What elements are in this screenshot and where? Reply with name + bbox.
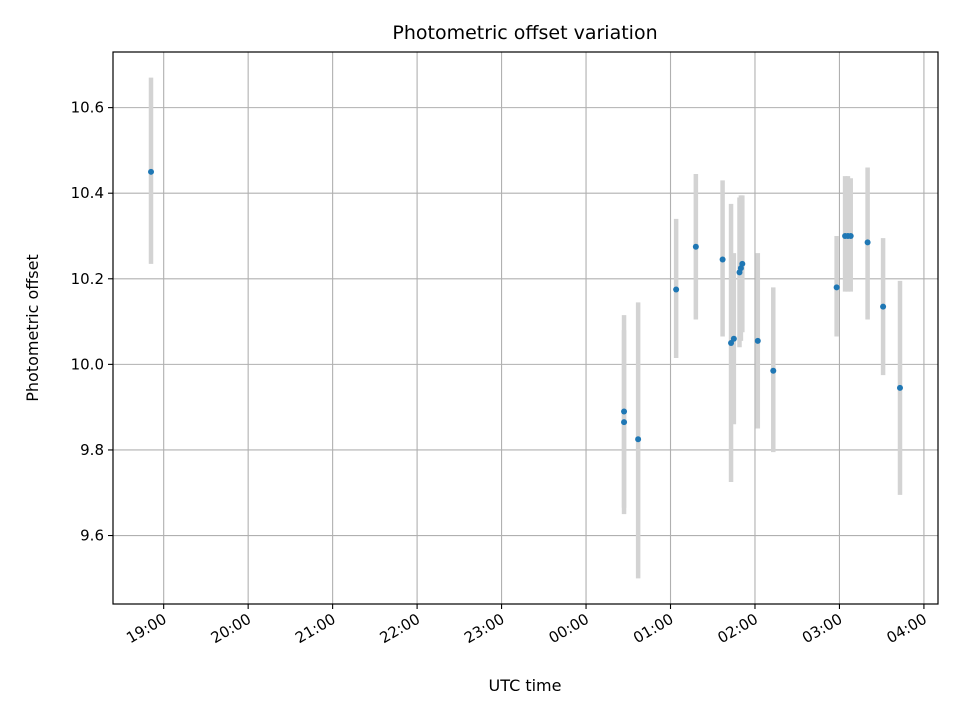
chart-title: Photometric offset variation: [392, 22, 657, 44]
y-tick-label: 9.6: [80, 527, 104, 545]
y-tick-label: 10.2: [71, 270, 104, 288]
y-axis-ticks: 9.6 9.8 10.0 10.2 10.4 10.6: [71, 99, 113, 545]
data-point: [719, 256, 726, 263]
y-tick-label: 10.4: [71, 184, 104, 202]
data-point: [739, 260, 746, 267]
data-point: [896, 384, 903, 391]
data-point: [148, 168, 155, 175]
data-point: [833, 284, 840, 291]
data-point: [692, 243, 699, 250]
data-point: [847, 233, 854, 239]
plot-frame: [112, 51, 939, 605]
data-point: [880, 303, 887, 310]
data-points: [148, 168, 903, 443]
data-point: [864, 239, 871, 246]
data-point: [635, 436, 642, 443]
y-tick-label: 10.6: [71, 99, 104, 117]
grid: [113, 52, 938, 604]
y-tick-label: 9.8: [80, 441, 104, 459]
data-point: [728, 339, 735, 346]
data-point: [673, 286, 680, 293]
data-point: [754, 337, 761, 344]
data-point: [770, 367, 777, 374]
data-point: [621, 408, 628, 415]
y-tick-label: 10.0: [71, 355, 104, 373]
data-point: [621, 419, 628, 426]
data-point: [730, 335, 737, 342]
y-axis-label: Photometric offset: [23, 254, 42, 402]
x-axis-label: UTC time: [489, 676, 562, 695]
